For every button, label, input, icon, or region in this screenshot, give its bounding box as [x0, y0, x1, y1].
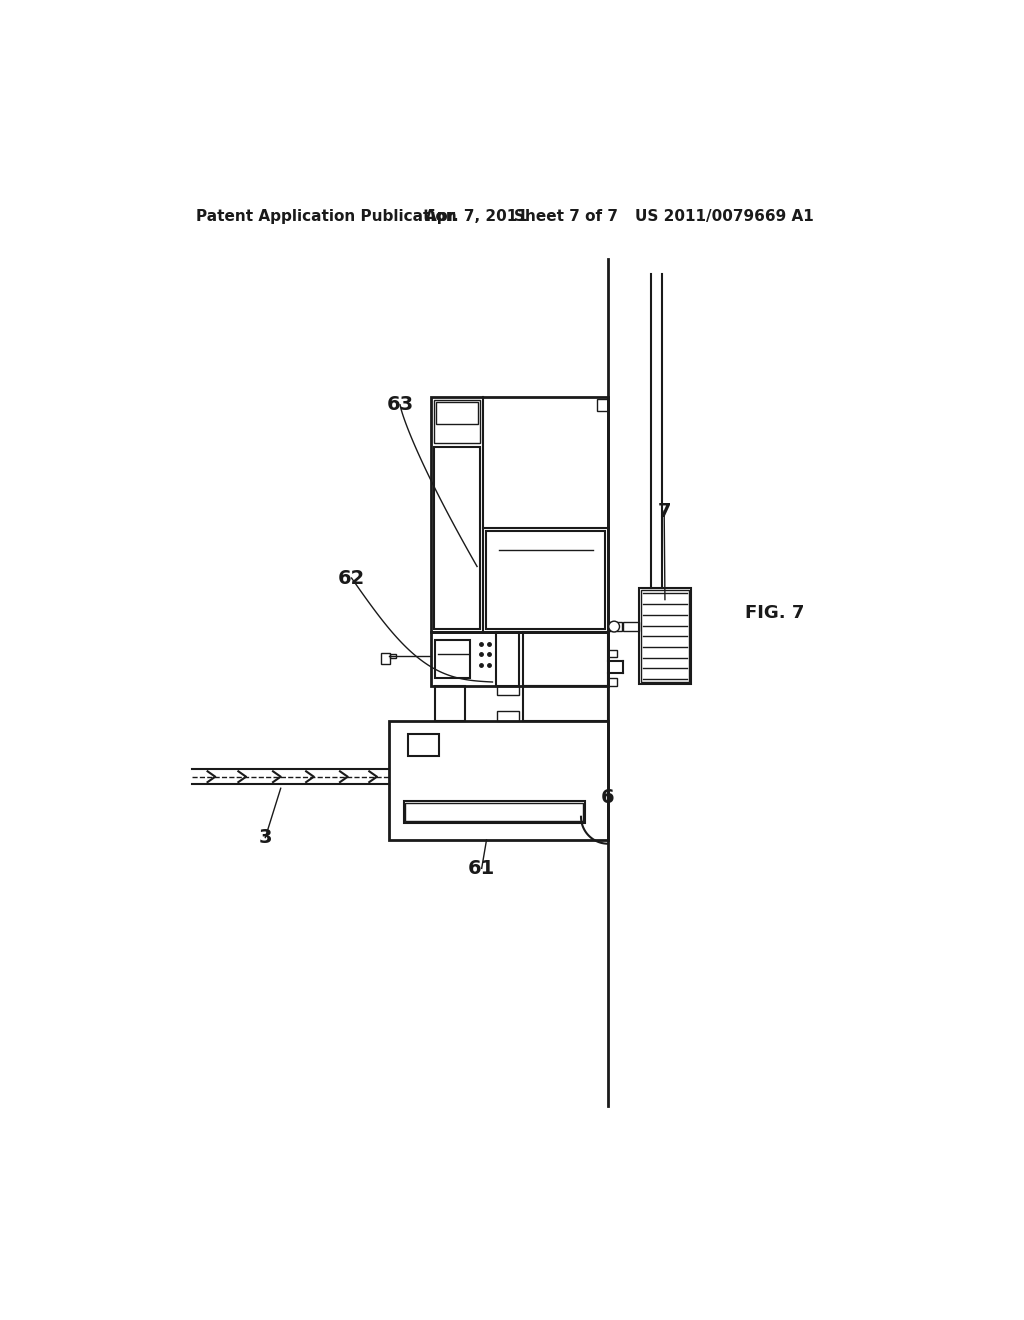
Bar — [403, 801, 585, 822]
Bar — [497, 686, 518, 696]
Text: Patent Application Publication: Patent Application Publication — [196, 209, 457, 223]
Bar — [431, 397, 608, 632]
Text: 7: 7 — [657, 502, 671, 520]
Bar — [608, 649, 617, 657]
Bar — [597, 399, 608, 411]
Bar — [608, 622, 622, 631]
Text: 3: 3 — [258, 828, 272, 847]
Text: 62: 62 — [338, 569, 366, 587]
Bar — [435, 640, 470, 678]
Bar — [497, 711, 518, 721]
Bar — [435, 686, 465, 721]
Text: FIG. 7: FIG. 7 — [745, 603, 805, 622]
Text: US 2011/0079669 A1: US 2011/0079669 A1 — [635, 209, 814, 223]
Bar — [639, 589, 691, 684]
Text: 6: 6 — [601, 788, 614, 807]
Bar — [497, 632, 519, 686]
Bar — [608, 678, 617, 686]
Bar — [523, 632, 608, 686]
Bar — [408, 734, 438, 756]
Bar — [436, 403, 478, 424]
Bar — [641, 590, 689, 682]
Text: Apr. 7, 2011: Apr. 7, 2011 — [425, 209, 528, 223]
Text: 63: 63 — [386, 395, 414, 414]
Bar — [381, 653, 390, 664]
Text: Sheet 7 of 7: Sheet 7 of 7 — [514, 209, 618, 223]
Bar — [434, 400, 480, 442]
Bar — [390, 653, 396, 659]
Bar — [624, 622, 639, 631]
Bar — [434, 447, 480, 628]
Circle shape — [608, 622, 620, 632]
Text: 61: 61 — [468, 859, 496, 878]
Bar — [523, 686, 608, 721]
Bar — [431, 632, 608, 686]
Bar — [486, 531, 605, 628]
Bar — [388, 721, 608, 840]
Bar — [406, 803, 584, 821]
